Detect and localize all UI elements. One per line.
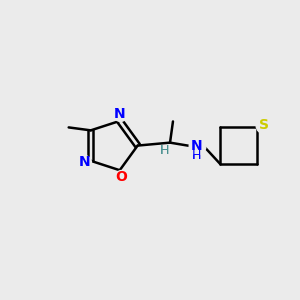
Text: H: H bbox=[160, 144, 169, 158]
Text: S: S bbox=[259, 118, 269, 132]
Text: N: N bbox=[114, 107, 125, 122]
Text: O: O bbox=[115, 170, 127, 184]
Text: N: N bbox=[191, 140, 202, 154]
Text: N: N bbox=[79, 155, 90, 169]
Text: S: S bbox=[259, 118, 269, 132]
Text: H: H bbox=[160, 144, 169, 158]
Text: O: O bbox=[115, 170, 127, 184]
Text: H: H bbox=[192, 149, 201, 162]
Text: N: N bbox=[79, 155, 90, 169]
Text: N: N bbox=[191, 140, 202, 154]
Text: H: H bbox=[192, 149, 201, 162]
Text: N: N bbox=[114, 107, 125, 122]
